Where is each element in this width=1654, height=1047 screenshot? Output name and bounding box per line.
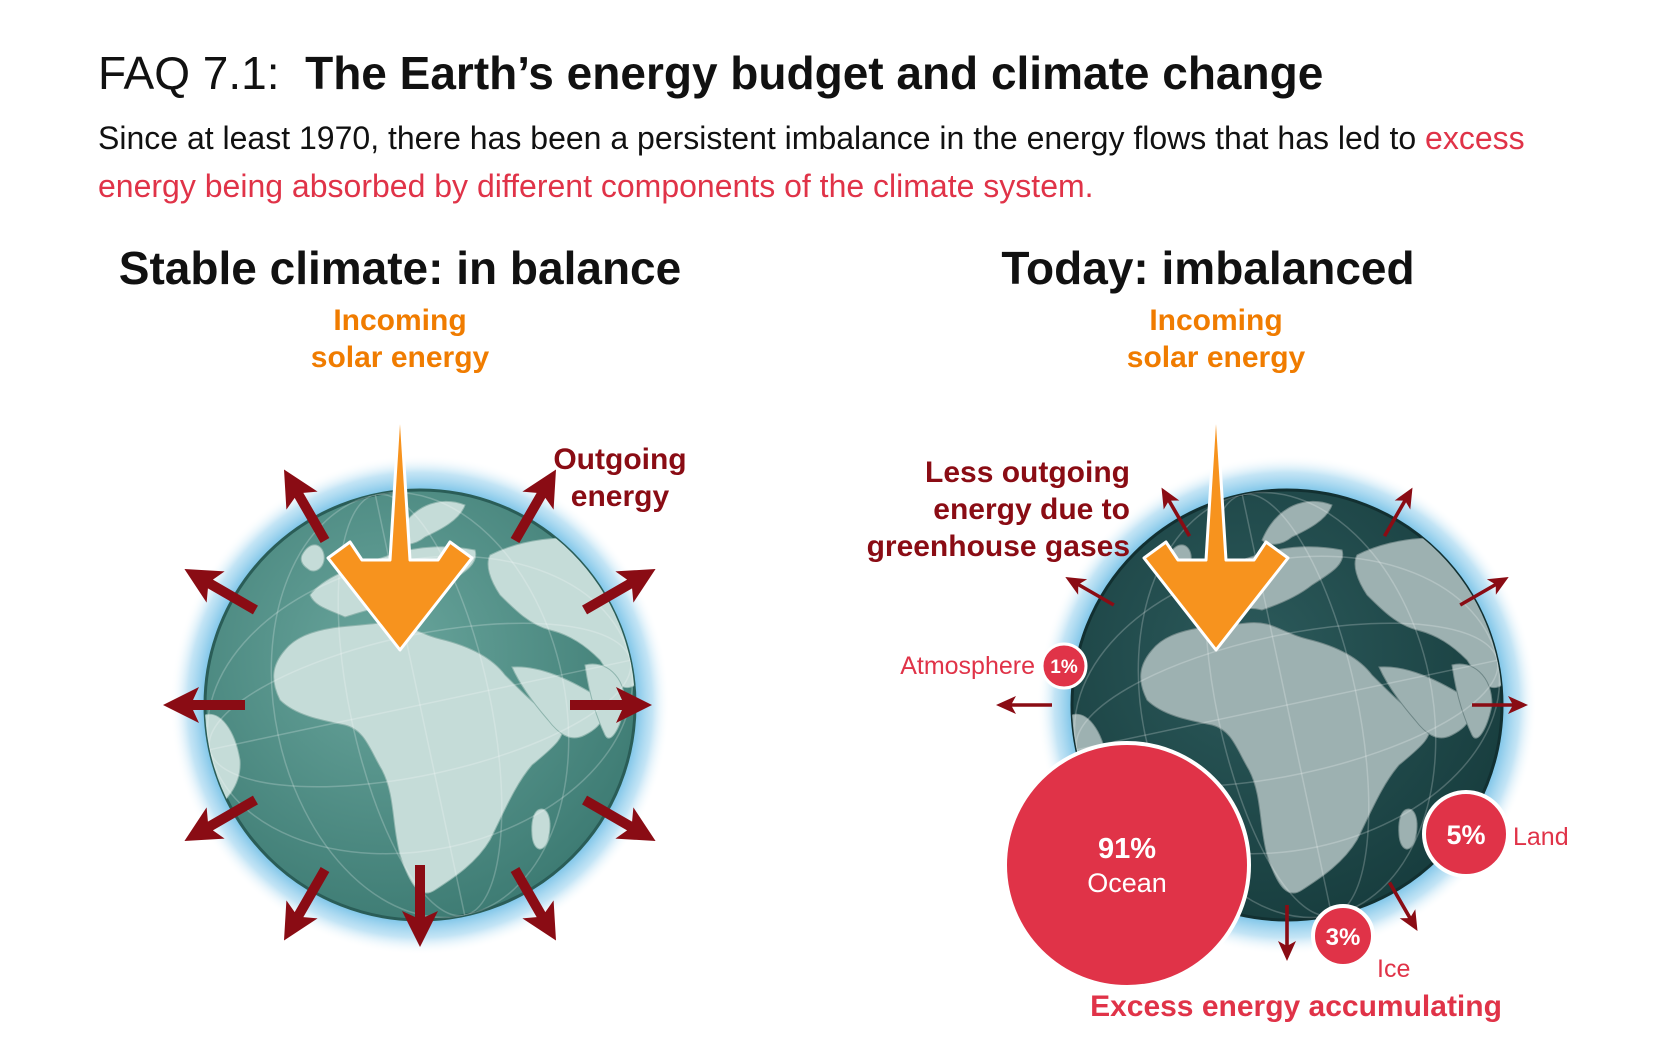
- land-name: Land: [1513, 823, 1569, 851]
- subtitle-highlight: excess energy being absorbed by differen…: [98, 120, 1525, 204]
- ocean-bubble: 91% Ocean: [1003, 741, 1251, 989]
- land-pct: 5%: [1446, 820, 1485, 850]
- ocean-circle: [1003, 741, 1251, 989]
- outgoing-label-1: Outgoing: [553, 443, 686, 476]
- excess-energy-label: Excess energy accumulating: [1090, 990, 1502, 1023]
- right-panel-heading: Today: imbalanced: [1001, 242, 1414, 294]
- ice-name: Ice: [1377, 955, 1410, 983]
- less-outgoing-label-3: greenhouse gases: [867, 530, 1130, 563]
- left-panel-heading: Stable climate: in balance: [119, 242, 681, 294]
- ice-circle: [1311, 904, 1375, 968]
- less-outgoing-label-2: energy due to: [933, 493, 1130, 526]
- subtitle-plain: Since at least 1970, there has been a pe…: [98, 120, 1426, 156]
- atmosphere-bubble: 1% Atmosphere: [900, 642, 1088, 690]
- ocean-pct: 91%: [1098, 833, 1156, 865]
- less-outgoing-label-1: Less outgoing: [925, 456, 1130, 489]
- ice-bubble: 3% Ice: [1311, 904, 1410, 983]
- land-bubble: 5% Land: [1422, 790, 1569, 878]
- figure-title: FAQ 7.1: The Earth’s energy budget and c…: [98, 46, 1323, 100]
- ocean-name: Ocean: [1087, 868, 1167, 898]
- atmosphere-pct: 1%: [1050, 657, 1078, 678]
- atmosphere-name: Atmosphere: [900, 652, 1035, 680]
- right-incoming-label-1: Incoming: [1149, 304, 1282, 337]
- title-prefix: FAQ 7.1:: [98, 47, 280, 99]
- earth-stable: [170, 455, 670, 955]
- left-incoming-label-1: Incoming: [333, 304, 466, 337]
- outgoing-label-2: energy: [571, 480, 670, 513]
- atmosphere-circle: [1040, 642, 1088, 690]
- land-circle: [1422, 790, 1510, 878]
- title-main: The Earth’s energy budget and climate ch…: [305, 47, 1324, 99]
- right-incoming-label-2: solar energy: [1127, 341, 1306, 374]
- left-incoming-label-2: solar energy: [311, 341, 490, 374]
- figure-subtitle: Since at least 1970, there has been a pe…: [98, 114, 1618, 210]
- ice-pct: 3%: [1326, 924, 1361, 951]
